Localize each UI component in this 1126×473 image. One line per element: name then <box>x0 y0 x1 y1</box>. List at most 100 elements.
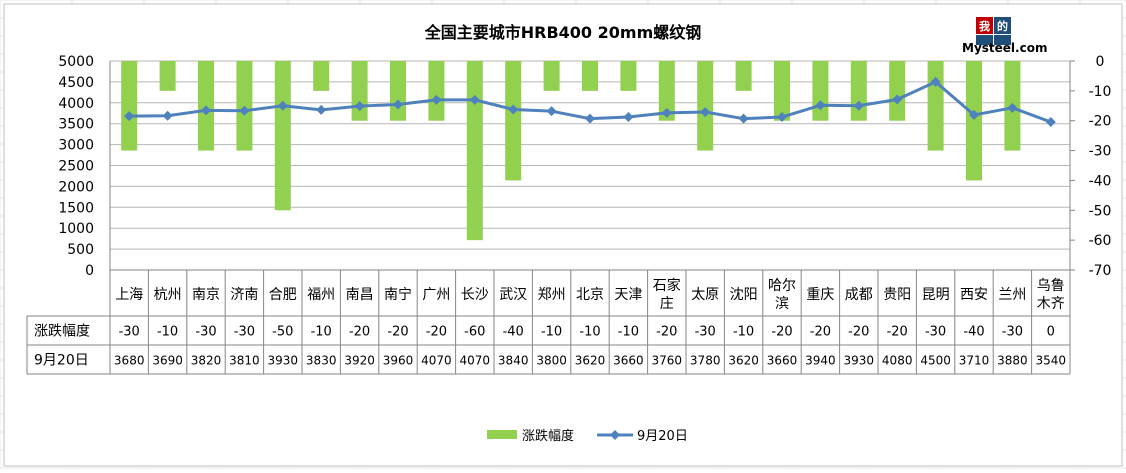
right-tick-label: -10 <box>1089 84 1112 100</box>
line-point <box>431 94 442 105</box>
category-label: 杭州 <box>154 287 182 303</box>
logo-text-top: 我 <box>979 19 990 33</box>
line-point <box>777 112 787 123</box>
table-cell: -50 <box>272 325 293 340</box>
bar <box>889 61 906 121</box>
left-tick-label: 3000 <box>58 138 94 154</box>
logo-text-top-2: 的 <box>997 19 1008 33</box>
bar <box>543 61 560 91</box>
category-label: 天津 <box>614 287 642 303</box>
right-tick-label: -70 <box>1089 263 1112 279</box>
line-point <box>239 105 250 116</box>
table-cell: 3760 <box>652 354 683 368</box>
left-tick-label: 5000 <box>58 54 94 70</box>
table-cell: 3620 <box>575 354 606 368</box>
line-point <box>1045 117 1056 128</box>
left-axis: 0 500 1000 1500 2000 2500 3000 3500 4000 4500 5000 <box>58 54 111 279</box>
category-label: 南京 <box>192 287 220 303</box>
bar <box>812 61 829 121</box>
table-cell: 3620 <box>728 354 759 368</box>
table-cell: -20 <box>426 325 447 340</box>
line-point <box>853 100 864 111</box>
table-cell: -20 <box>349 325 370 340</box>
table-cell: 3680 <box>114 354 145 368</box>
category-label: 哈尔滨 <box>768 278 796 312</box>
table-cell: 3920 <box>344 354 375 368</box>
line-point <box>546 106 557 117</box>
line-point <box>277 100 288 111</box>
line-point <box>316 104 327 115</box>
line-point <box>1007 102 1018 113</box>
table-cell: 3810 <box>229 354 260 368</box>
legend-label: 涨跌幅度 <box>522 428 574 444</box>
left-tick-label: 1000 <box>58 221 94 237</box>
table-cell: 4500 <box>920 354 951 368</box>
left-tick-label: 2000 <box>58 179 94 195</box>
table-cell: -10 <box>618 325 639 340</box>
category-label: 武汉 <box>499 287 527 303</box>
chart-title: 全国主要城市HRB400 20mm螺纹钢 <box>424 23 702 42</box>
data-table: 涨跌幅度 9月20日 上海 -30 3680 杭州 -10 3690 南京 -30 3820 济南 -3… <box>26 269 1071 375</box>
category-label: 上海 <box>115 287 143 303</box>
category-label: 昆明 <box>922 287 950 303</box>
table-cell: -30 <box>119 325 140 340</box>
table-cell: -30 <box>695 325 716 340</box>
table-cell: 3660 <box>767 354 798 368</box>
line-point <box>930 76 941 87</box>
bar <box>774 61 790 121</box>
category-label: 太原 <box>691 287 719 303</box>
left-tick-label: 500 <box>67 242 94 258</box>
category-label: 广州 <box>422 287 450 303</box>
category-label: 重庆 <box>806 287 834 303</box>
table-cell: 0 <box>1047 325 1055 340</box>
category-label: 北京 <box>576 287 604 303</box>
bar <box>121 61 138 151</box>
table-cell: -20 <box>387 325 408 340</box>
bar <box>274 61 291 211</box>
legend-marker <box>610 430 620 440</box>
bar <box>850 61 867 121</box>
table-cell: 3710 <box>959 354 990 368</box>
category-label: 南昌 <box>346 287 374 303</box>
table-cell: 4080 <box>882 354 913 368</box>
table-cell: 3660 <box>613 354 644 368</box>
table-cell: 3930 <box>844 354 875 368</box>
table-row-label: 涨跌幅度 <box>34 324 90 340</box>
left-tick-label: 2500 <box>58 159 94 175</box>
line-point <box>585 113 595 124</box>
table-cell: -40 <box>503 325 524 340</box>
bar <box>313 61 330 91</box>
logo-brand: Mysteel.com <box>962 41 1047 55</box>
bar <box>697 61 714 151</box>
logo-box-bottom <box>976 35 993 45</box>
category-label: 福州 <box>307 287 335 303</box>
left-tick-label: 0 <box>85 263 94 279</box>
line-point <box>393 99 403 110</box>
table-cell: -40 <box>963 325 984 340</box>
bar <box>390 61 406 121</box>
bar <box>966 61 982 181</box>
category-label: 长沙 <box>461 287 489 303</box>
line-point <box>162 110 173 121</box>
bar <box>466 61 483 241</box>
right-tick-label: -20 <box>1089 114 1112 130</box>
line-point <box>508 104 519 115</box>
right-tick-label: -50 <box>1089 203 1112 219</box>
bar <box>351 61 368 121</box>
category-label: 乌鲁木齐 <box>1037 278 1065 312</box>
bar <box>927 61 944 151</box>
table-cell: -30 <box>195 325 216 340</box>
line-point <box>661 107 672 118</box>
bar-series <box>121 61 1021 241</box>
legend-swatch-bar <box>487 430 517 439</box>
category-label: 西安 <box>960 287 988 303</box>
table-cell: 4070 <box>460 354 491 368</box>
table-cell: -30 <box>1002 325 1023 340</box>
category-label: 沈阳 <box>730 287 758 303</box>
left-tick-label: 4500 <box>58 75 94 91</box>
line-point <box>738 113 749 124</box>
line-point <box>700 106 711 117</box>
line-point <box>815 100 826 111</box>
